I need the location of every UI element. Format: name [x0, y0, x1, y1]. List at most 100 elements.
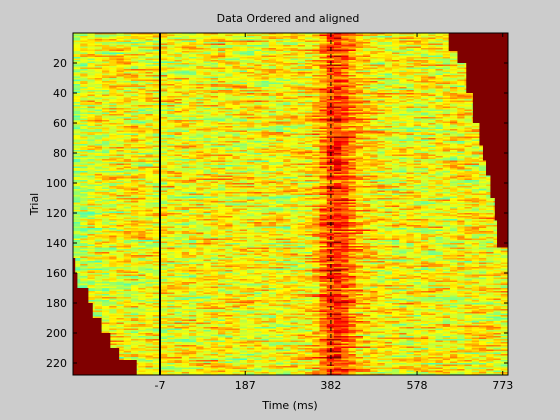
- heatmap-cell: [471, 151, 480, 154]
- heatmap-cell: [123, 63, 132, 65]
- heatmap-cell: [305, 76, 313, 79]
- heatmap-cell: [196, 120, 204, 122]
- heatmap-cell: [421, 133, 429, 136]
- heatmap-cell: [73, 67, 81, 70]
- heatmap-cell: [131, 63, 139, 65]
- heatmap-cell: [392, 66, 400, 68]
- heatmap-cell: [181, 79, 190, 82]
- heatmap-cell: [290, 33, 299, 35]
- heatmap-cell: [384, 112, 393, 115]
- heatmap-cell: [109, 148, 117, 151]
- heatmap-cell: [348, 133, 357, 136]
- heatmap-cell: [203, 126, 212, 128]
- heatmap-cell: [239, 34, 248, 37]
- heatmap-cell: [73, 69, 81, 71]
- heatmap-cell: [334, 126, 342, 128]
- heatmap-cell: [261, 148, 270, 151]
- heatmap-cell: [102, 108, 110, 110]
- heatmap-cell: [268, 117, 277, 119]
- heatmap-cell: [399, 112, 407, 115]
- heatmap-cell: [428, 114, 436, 116]
- heatmap-cell: [297, 151, 306, 154]
- heatmap-cell: [123, 54, 132, 56]
- heatmap-cell: [297, 79, 306, 82]
- heatmap-cell: [261, 73, 270, 76]
- heatmap-cell: [305, 34, 313, 37]
- heatmap-cell: [406, 117, 415, 119]
- heatmap-cell: [138, 99, 146, 101]
- heatmap-cell: [305, 84, 313, 86]
- heatmap-cell: [203, 72, 212, 74]
- heatmap-cell: [174, 111, 183, 113]
- heatmap-cell: [334, 142, 342, 145]
- heatmap-cell: [421, 153, 429, 155]
- heatmap-cell: [254, 45, 262, 47]
- heatmap-cell: [247, 118, 255, 121]
- heatmap-cell: [73, 39, 81, 41]
- heatmap-cell: [94, 43, 103, 46]
- heatmap-cell: [276, 34, 284, 37]
- heatmap-cell: [348, 72, 357, 74]
- heatmap-cell: [73, 96, 81, 98]
- heatmap-cell: [152, 106, 161, 109]
- heatmap-cell: [145, 46, 154, 49]
- heatmap-cell: [225, 43, 233, 46]
- heatmap-cell: [181, 49, 190, 52]
- heatmap-cell: [239, 55, 248, 58]
- heatmap-cell: [305, 39, 313, 41]
- heatmap-cell: [196, 37, 204, 40]
- heatmap-cell: [261, 103, 270, 106]
- heatmap-cell: [413, 84, 422, 86]
- heatmap-cell: [210, 111, 219, 113]
- heatmap-cell: [138, 123, 146, 125]
- heatmap-cell: [442, 103, 451, 106]
- heatmap-cell: [334, 63, 342, 65]
- heatmap-cell: [109, 52, 117, 55]
- heatmap-cell: [377, 136, 386, 139]
- heatmap-cell: [174, 37, 183, 40]
- heatmap-cell: [297, 93, 306, 95]
- heatmap-cell: [464, 141, 473, 143]
- heatmap-cell: [297, 132, 306, 134]
- heatmap-cell: [399, 99, 407, 101]
- heatmap-cell: [297, 94, 306, 97]
- heatmap-cell: [341, 61, 349, 64]
- heatmap-cell: [80, 123, 88, 125]
- heatmap-cell: [73, 129, 81, 131]
- heatmap-cell: [435, 114, 444, 116]
- heatmap-cell: [406, 40, 415, 43]
- heatmap-cell: [232, 57, 241, 59]
- heatmap-cell: [145, 139, 154, 142]
- heatmap-cell: [160, 73, 168, 76]
- heatmap-cell: [254, 64, 262, 67]
- heatmap-cell: [247, 49, 255, 52]
- heatmap-cell: [116, 82, 125, 85]
- heatmap-cell: [435, 156, 444, 158]
- heatmap-cell: [232, 75, 241, 77]
- heatmap-cell: [363, 57, 371, 59]
- heatmap-cell: [457, 115, 465, 118]
- heatmap-cell: [174, 88, 183, 91]
- heatmap-cell: [428, 138, 436, 140]
- heatmap-cell: [254, 126, 262, 128]
- heatmap-cell: [442, 90, 451, 92]
- heatmap-cell: [203, 138, 212, 140]
- heatmap-cell: [152, 85, 161, 88]
- heatmap-cell: [297, 43, 306, 46]
- heatmap-cell: [363, 99, 371, 101]
- heatmap-cell: [370, 36, 378, 38]
- heatmap-cell: [421, 81, 429, 83]
- heatmap-cell: [181, 78, 190, 80]
- heatmap-cell: [239, 124, 248, 127]
- heatmap-cell: [254, 114, 262, 116]
- heatmap-cell: [203, 60, 212, 62]
- heatmap-cell: [210, 87, 219, 89]
- heatmap-cell: [218, 135, 226, 137]
- heatmap-cell: [312, 115, 320, 118]
- heatmap-cell: [355, 90, 364, 92]
- heatmap-cell: [355, 148, 364, 151]
- heatmap-cell: [457, 114, 465, 116]
- heatmap-cell: [348, 94, 357, 97]
- heatmap-cell: [276, 111, 284, 113]
- heatmap-cell: [363, 60, 371, 62]
